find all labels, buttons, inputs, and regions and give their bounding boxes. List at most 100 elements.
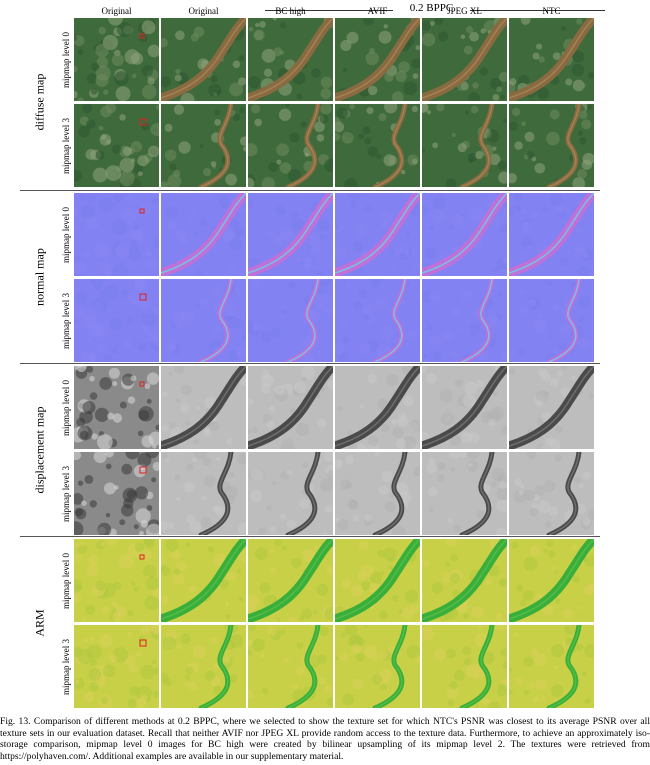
texture-spot: [77, 480, 84, 486]
texture-spot: [319, 626, 329, 636]
texture-spot: [445, 178, 457, 187]
texture-spot: [546, 539, 554, 547]
texture-spot: [129, 664, 139, 674]
texture-spot: [77, 366, 87, 373]
texture-spot: [572, 50, 585, 63]
texture-spot: [181, 311, 195, 325]
texture-spot: [578, 316, 584, 322]
texture-spot: [79, 430, 89, 440]
texture-spot: [121, 463, 133, 475]
texture-spot: [94, 407, 109, 422]
texture-spot: [90, 87, 98, 95]
texture-spot: [422, 558, 430, 567]
texture-spot: [74, 36, 78, 42]
texture-spot: [173, 568, 181, 576]
texture-spot: [576, 168, 588, 180]
texture-spot: [144, 383, 151, 389]
zoom-marker: [139, 639, 147, 647]
zoom-marker: [139, 381, 145, 387]
texture-spot: [566, 249, 571, 255]
texture-spot: [465, 664, 479, 678]
texture-feature-edge: [548, 625, 580, 708]
texture-spot: [107, 412, 115, 420]
texture-spot: [584, 698, 591, 705]
texture-feature-edge: [461, 104, 493, 187]
texture-spot: [336, 518, 349, 531]
texture-spot: [577, 130, 584, 136]
texture-spot: [269, 566, 277, 574]
texture-spot: [549, 109, 560, 120]
texture-spot: [300, 121, 307, 128]
texture-spot: [105, 165, 122, 181]
texture-spot: [172, 169, 181, 178]
texture-spot: [116, 21, 132, 37]
texture-feature-edge: [335, 366, 420, 447]
texture-spot: [86, 119, 96, 129]
texture-image: [161, 18, 246, 101]
texture-spot: [161, 391, 168, 398]
texture-spot: [496, 498, 507, 512]
texture-spot: [232, 60, 241, 69]
texture-spot: [299, 260, 305, 266]
texture-spot: [352, 678, 364, 690]
texture-image: [335, 193, 420, 276]
texture-spot: [76, 417, 86, 427]
texture-spot: [259, 653, 266, 659]
texture-spot: [491, 406, 505, 420]
texture-spot: [425, 324, 433, 331]
texture-spot: [429, 292, 441, 303]
texture-spot: [492, 146, 497, 151]
texture-spot: [437, 474, 445, 482]
texture-image: [335, 452, 420, 535]
texture-spot: [172, 572, 185, 585]
column-header: NTC: [542, 6, 561, 16]
texture-spot: [302, 548, 315, 561]
texture-spot: [515, 677, 524, 685]
texture-spot: [571, 375, 576, 380]
texture-spot: [77, 648, 93, 665]
texture-spot: [173, 310, 186, 323]
texture-spot: [406, 644, 420, 659]
texture-spot: [383, 547, 398, 562]
texture-spot: [531, 212, 539, 220]
texture-spot: [145, 575, 159, 591]
texture-spot: [359, 404, 364, 410]
texture-spot: [559, 257, 568, 266]
texture-spot: [319, 234, 325, 240]
texture-spot: [100, 696, 109, 704]
texture-spot: [509, 173, 518, 184]
texture-spot: [492, 94, 500, 101]
texture-spot: [131, 581, 136, 586]
texture-spot: [352, 646, 357, 651]
texture-spot: [74, 169, 82, 182]
row-label: mipmap level 0: [61, 206, 71, 263]
texture-spot: [335, 239, 341, 246]
texture-feature-edge: [461, 452, 493, 535]
texture-spot: [227, 262, 236, 271]
texture-spot: [355, 652, 365, 662]
texture-spot: [335, 458, 343, 470]
texture-spot: [537, 500, 551, 514]
texture-spot: [449, 681, 458, 690]
texture-spot: [515, 204, 522, 212]
texture-spot: [323, 452, 333, 462]
texture-spot: [451, 214, 464, 227]
texture-spot: [74, 452, 82, 461]
texture-spot: [422, 593, 426, 598]
texture-spot: [208, 83, 222, 97]
texture-spot: [493, 215, 502, 225]
row-label: mipmap level 3: [61, 117, 71, 174]
texture-spot: [105, 104, 117, 114]
image-background: [248, 625, 333, 708]
texture-spot: [582, 152, 594, 166]
texture-spot: [161, 76, 171, 88]
texture-spot: [367, 374, 377, 384]
texture-spot: [485, 579, 492, 586]
texture-spot: [193, 452, 207, 460]
texture-spot: [228, 472, 235, 478]
texture-spot: [89, 682, 99, 692]
texture-spot: [338, 317, 349, 328]
texture-spot: [447, 517, 454, 524]
texture-feature-edge: [200, 452, 232, 535]
texture-spot: [130, 375, 137, 382]
